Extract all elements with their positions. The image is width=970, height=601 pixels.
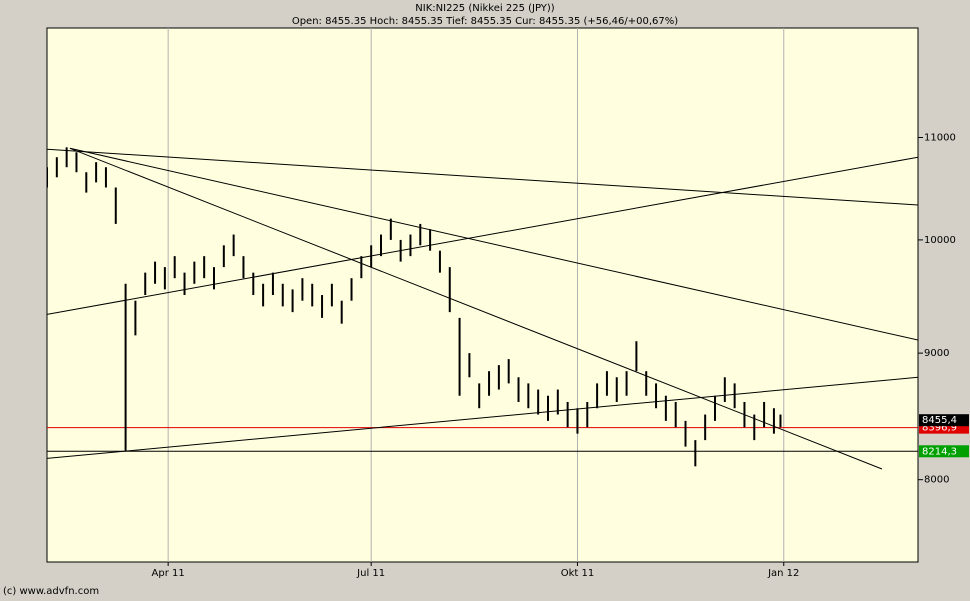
- chart-title: NIK:NI225 (Nikkei 225 (JPY)): [415, 3, 554, 14]
- level-box: [919, 414, 969, 427]
- level-box: [919, 445, 969, 458]
- trend-line: [47, 156, 918, 315]
- y-tick-label: 8000: [924, 475, 949, 486]
- trend-line: [69, 147, 883, 470]
- x-tick-label: Jul 11: [356, 568, 385, 579]
- y-tick-label: 10000: [924, 235, 956, 246]
- trend-line: [47, 376, 918, 459]
- level-label: 8455,4: [922, 415, 957, 426]
- y-tick-label: 11000: [924, 132, 956, 143]
- plot-layer: [47, 147, 918, 470]
- trend-line: [47, 148, 918, 206]
- level-label: 8214,3: [922, 446, 957, 457]
- footer: (c) www.advfn.com: [3, 586, 99, 597]
- plot-area: [46, 27, 919, 563]
- x-tick-label: Apr 11: [152, 568, 185, 579]
- y-tick-label: 9000: [924, 348, 949, 359]
- x-tick-label: Okt 11: [561, 568, 595, 579]
- level-label: 8396,9: [922, 423, 957, 434]
- trend-line: [69, 147, 918, 341]
- x-tick-label: Jan 12: [767, 568, 799, 579]
- chart-subtitle: Open: 8455.35 Hoch: 8455.35 Tief: 8455.3…: [292, 16, 678, 27]
